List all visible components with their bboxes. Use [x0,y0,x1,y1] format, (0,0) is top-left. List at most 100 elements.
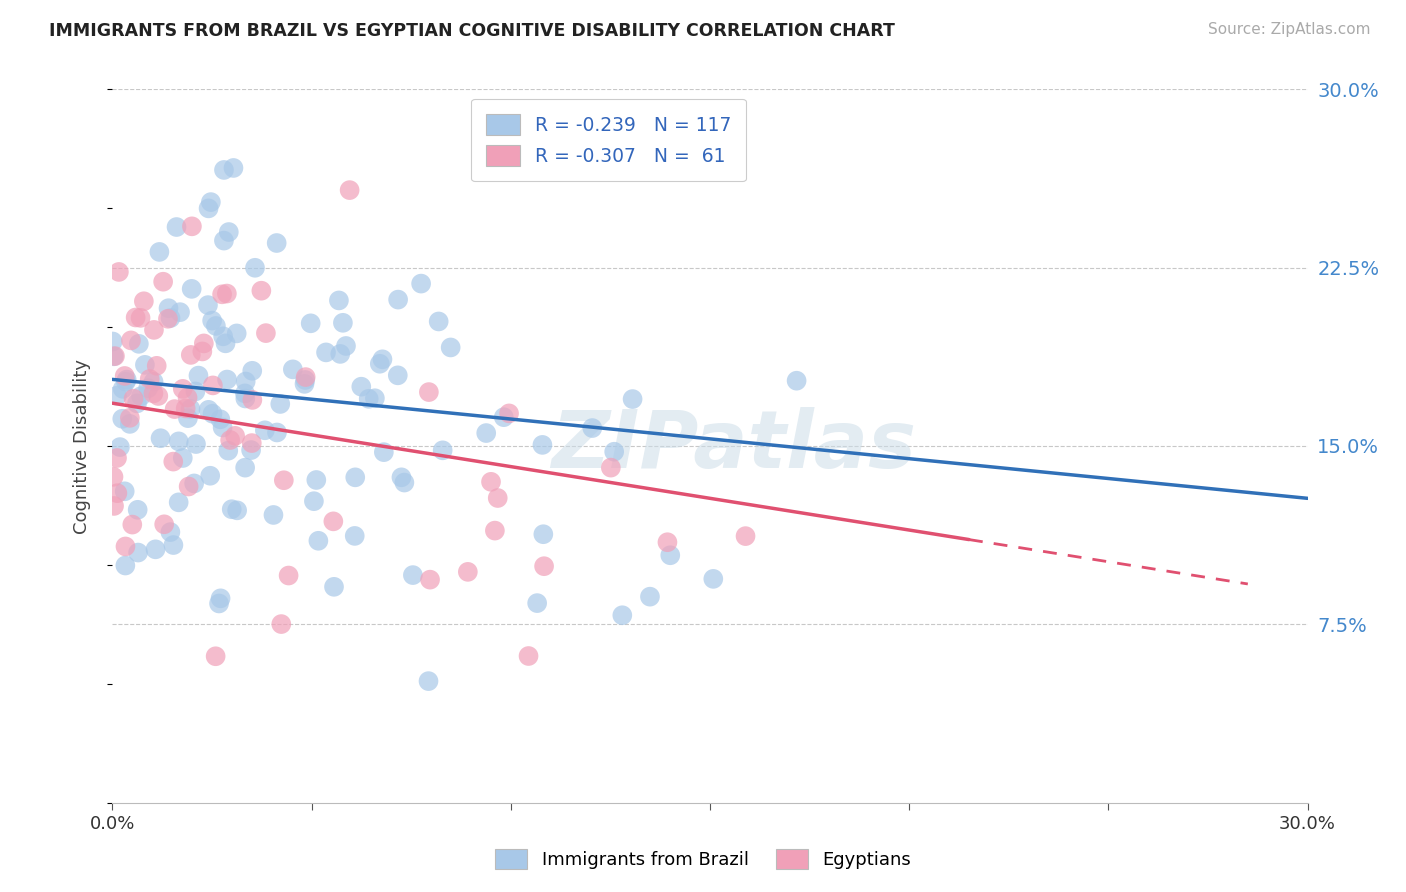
Point [339,183,361,197]
Point [581,421,603,435]
Point [197,298,219,312]
Point [180,401,202,416]
Point [152,275,174,289]
Legend: Immigrants from Brazil, Egyptians: Immigrants from Brazil, Egyptians [485,839,921,879]
Point [108,440,131,454]
Text: Source: ZipAtlas.com: Source: ZipAtlas.com [1208,22,1371,37]
Point [475,425,498,440]
Point [233,386,256,401]
Point [226,503,249,517]
Point [335,339,357,353]
Point [114,540,136,554]
Point [484,524,506,538]
Point [222,161,245,175]
Point [427,314,450,328]
Point [233,460,256,475]
Point [162,454,184,468]
Point [702,572,724,586]
Point [533,559,555,574]
Point [211,420,233,434]
Point [302,494,325,508]
Point [612,608,634,623]
Point [215,286,238,301]
Point [177,411,200,425]
Point [294,370,316,384]
Point [329,347,352,361]
Point [233,392,256,406]
Point [357,392,380,406]
Point [172,450,194,465]
Point [266,235,288,250]
Point [205,318,228,333]
Point [193,336,215,351]
Point [105,389,128,403]
Point [479,475,502,489]
Point [214,336,236,351]
Point [104,349,127,363]
Point [145,359,167,373]
Point [599,460,621,475]
Point [277,568,299,582]
Point [111,382,134,396]
Point [118,410,141,425]
Point [212,329,235,343]
Point [734,529,756,543]
Point [200,468,222,483]
Point [250,284,273,298]
Point [659,548,682,562]
Point [204,649,226,664]
Point [486,491,509,505]
Point [200,195,222,210]
Point [364,391,387,405]
Point [240,364,263,378]
Point [127,503,149,517]
Point [111,411,134,425]
Point [129,310,152,325]
Point [418,674,440,689]
Point [127,545,149,559]
Point [138,372,160,386]
Point [492,410,515,425]
Point [201,407,224,421]
Point [273,473,295,487]
Point [128,336,150,351]
Point [270,617,292,632]
Point [517,648,540,663]
Point [240,392,263,407]
Point [225,326,247,341]
Point [218,225,240,239]
Legend: R = -0.239   N = 117, R = -0.307   N =  61: R = -0.239 N = 117, R = -0.307 N = 61 [471,99,747,181]
Point [402,568,425,582]
Point [419,573,441,587]
Point [531,527,554,541]
Point [159,525,181,540]
Point [294,373,316,387]
Point [209,412,232,426]
Point [103,470,125,484]
Point [143,323,166,337]
Point [180,282,202,296]
Point [212,163,235,178]
Point [294,376,316,391]
Point [638,590,661,604]
Point [163,402,186,417]
Point [187,368,209,383]
Point [122,392,145,406]
Point [191,344,214,359]
Point [328,293,350,308]
Point [432,443,454,458]
Point [315,345,337,359]
Point [101,334,124,349]
Point [240,443,263,458]
Point [105,486,128,500]
Point [114,558,136,573]
Point [531,438,554,452]
Point [371,352,394,367]
Point [498,406,520,420]
Point [332,316,354,330]
Point [167,434,190,449]
Point [149,431,172,445]
Point [132,294,155,309]
Point [394,475,416,490]
Point [217,372,239,386]
